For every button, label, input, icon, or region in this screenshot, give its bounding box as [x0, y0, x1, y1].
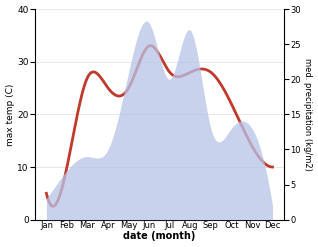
X-axis label: date (month): date (month) — [123, 231, 196, 242]
Y-axis label: max temp (C): max temp (C) — [5, 83, 15, 145]
Y-axis label: med. precipitation (kg/m2): med. precipitation (kg/m2) — [303, 58, 313, 171]
